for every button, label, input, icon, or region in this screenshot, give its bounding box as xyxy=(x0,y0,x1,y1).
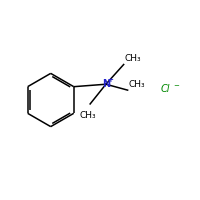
Text: N: N xyxy=(102,79,110,89)
Text: CH₃: CH₃ xyxy=(125,54,141,63)
Text: CH₃: CH₃ xyxy=(79,111,96,120)
Text: CH₃: CH₃ xyxy=(129,80,145,89)
Text: −: − xyxy=(173,83,179,89)
Text: Cl: Cl xyxy=(160,84,170,94)
Text: +: + xyxy=(107,77,113,83)
